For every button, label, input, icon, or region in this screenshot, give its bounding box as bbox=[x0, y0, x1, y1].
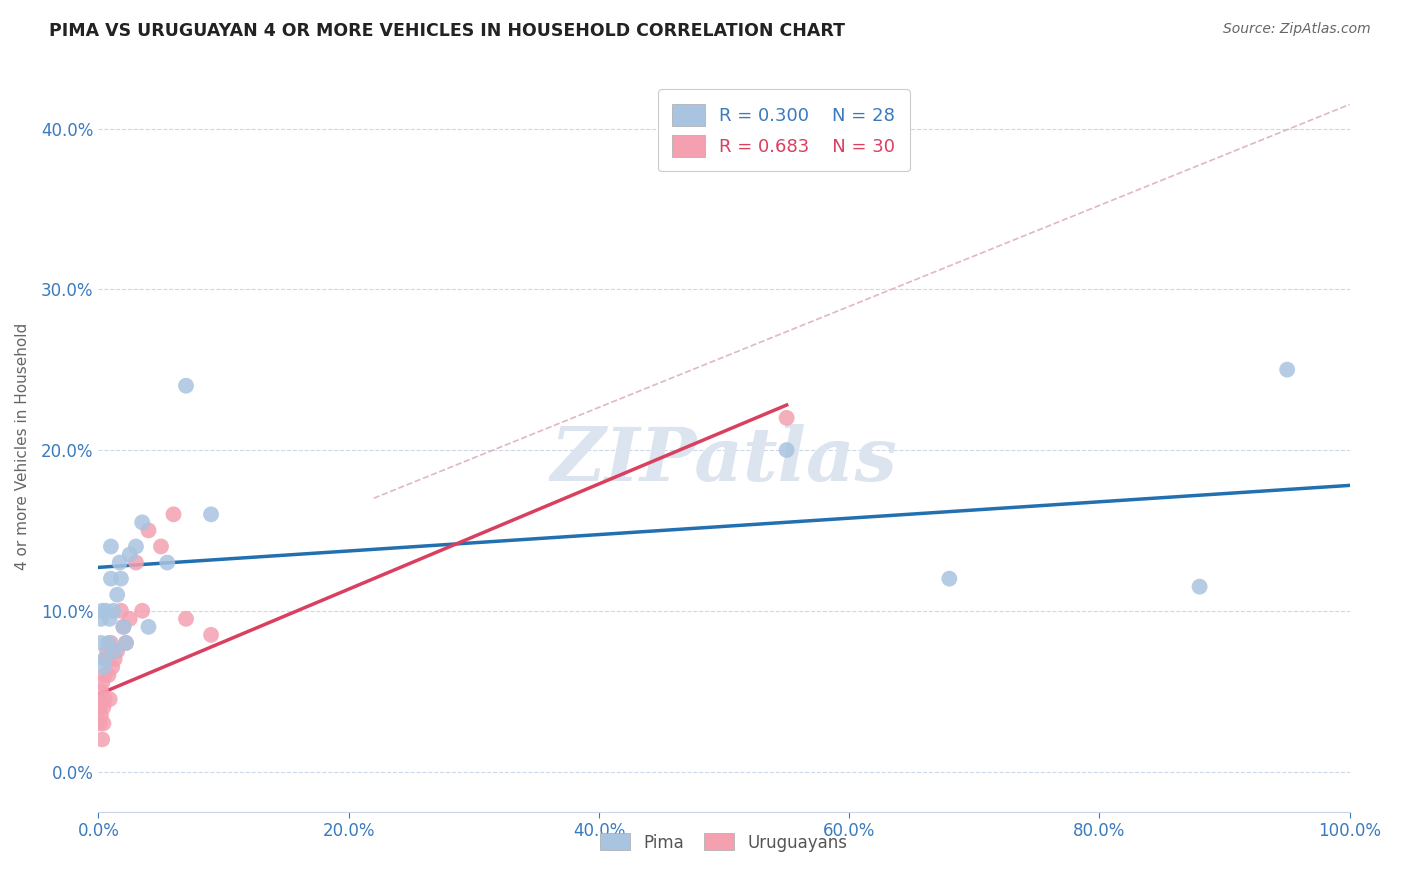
Point bbox=[101, 660, 124, 674]
Point bbox=[100, 636, 122, 650]
Point bbox=[93, 700, 115, 714]
Point bbox=[91, 604, 114, 618]
Point bbox=[112, 620, 135, 634]
Point bbox=[91, 732, 114, 747]
Point bbox=[104, 644, 127, 658]
Point bbox=[776, 443, 799, 458]
Point bbox=[162, 508, 184, 522]
Point bbox=[93, 692, 115, 706]
Point bbox=[115, 636, 138, 650]
Y-axis label: 4 or more Vehicles in Household: 4 or more Vehicles in Household bbox=[15, 322, 30, 570]
Point bbox=[200, 628, 222, 642]
Point bbox=[94, 652, 117, 666]
Point bbox=[89, 716, 111, 731]
Point bbox=[93, 652, 115, 666]
Text: Source: ZipAtlas.com: Source: ZipAtlas.com bbox=[1223, 22, 1371, 37]
Point bbox=[110, 604, 132, 618]
Point bbox=[938, 572, 960, 586]
Point bbox=[118, 612, 141, 626]
Point bbox=[118, 548, 141, 562]
Point bbox=[108, 556, 131, 570]
Point bbox=[1277, 362, 1299, 376]
Point bbox=[96, 644, 118, 658]
Point bbox=[93, 660, 115, 674]
Point bbox=[1188, 580, 1211, 594]
Point bbox=[150, 540, 173, 554]
Point bbox=[200, 508, 222, 522]
Point bbox=[115, 636, 138, 650]
Point bbox=[110, 572, 132, 586]
Point bbox=[98, 612, 121, 626]
Point bbox=[97, 668, 120, 682]
Point bbox=[90, 684, 112, 698]
Point bbox=[174, 612, 197, 626]
Point bbox=[89, 700, 111, 714]
Point bbox=[174, 378, 197, 392]
Point bbox=[103, 604, 125, 618]
Legend: Pima, Uruguayans: Pima, Uruguayans bbox=[593, 827, 855, 858]
Point bbox=[93, 716, 115, 731]
Point bbox=[125, 540, 148, 554]
Point bbox=[97, 636, 120, 650]
Point bbox=[112, 620, 135, 634]
Point bbox=[100, 572, 122, 586]
Point bbox=[90, 612, 112, 626]
Point bbox=[90, 636, 112, 650]
Point bbox=[138, 524, 160, 538]
Point bbox=[105, 644, 128, 658]
Point bbox=[776, 410, 799, 425]
Point bbox=[131, 604, 153, 618]
Point bbox=[105, 588, 128, 602]
Point bbox=[94, 604, 117, 618]
Point bbox=[100, 540, 122, 554]
Point bbox=[131, 516, 153, 530]
Point bbox=[138, 620, 160, 634]
Point bbox=[93, 668, 115, 682]
Text: ZIPatlas: ZIPatlas bbox=[551, 425, 897, 497]
Point bbox=[90, 708, 112, 723]
Point bbox=[125, 556, 148, 570]
Point bbox=[156, 556, 179, 570]
Text: PIMA VS URUGUAYAN 4 OR MORE VEHICLES IN HOUSEHOLD CORRELATION CHART: PIMA VS URUGUAYAN 4 OR MORE VEHICLES IN … bbox=[49, 22, 845, 40]
Point bbox=[91, 676, 114, 690]
Point bbox=[98, 692, 121, 706]
Point bbox=[104, 652, 127, 666]
